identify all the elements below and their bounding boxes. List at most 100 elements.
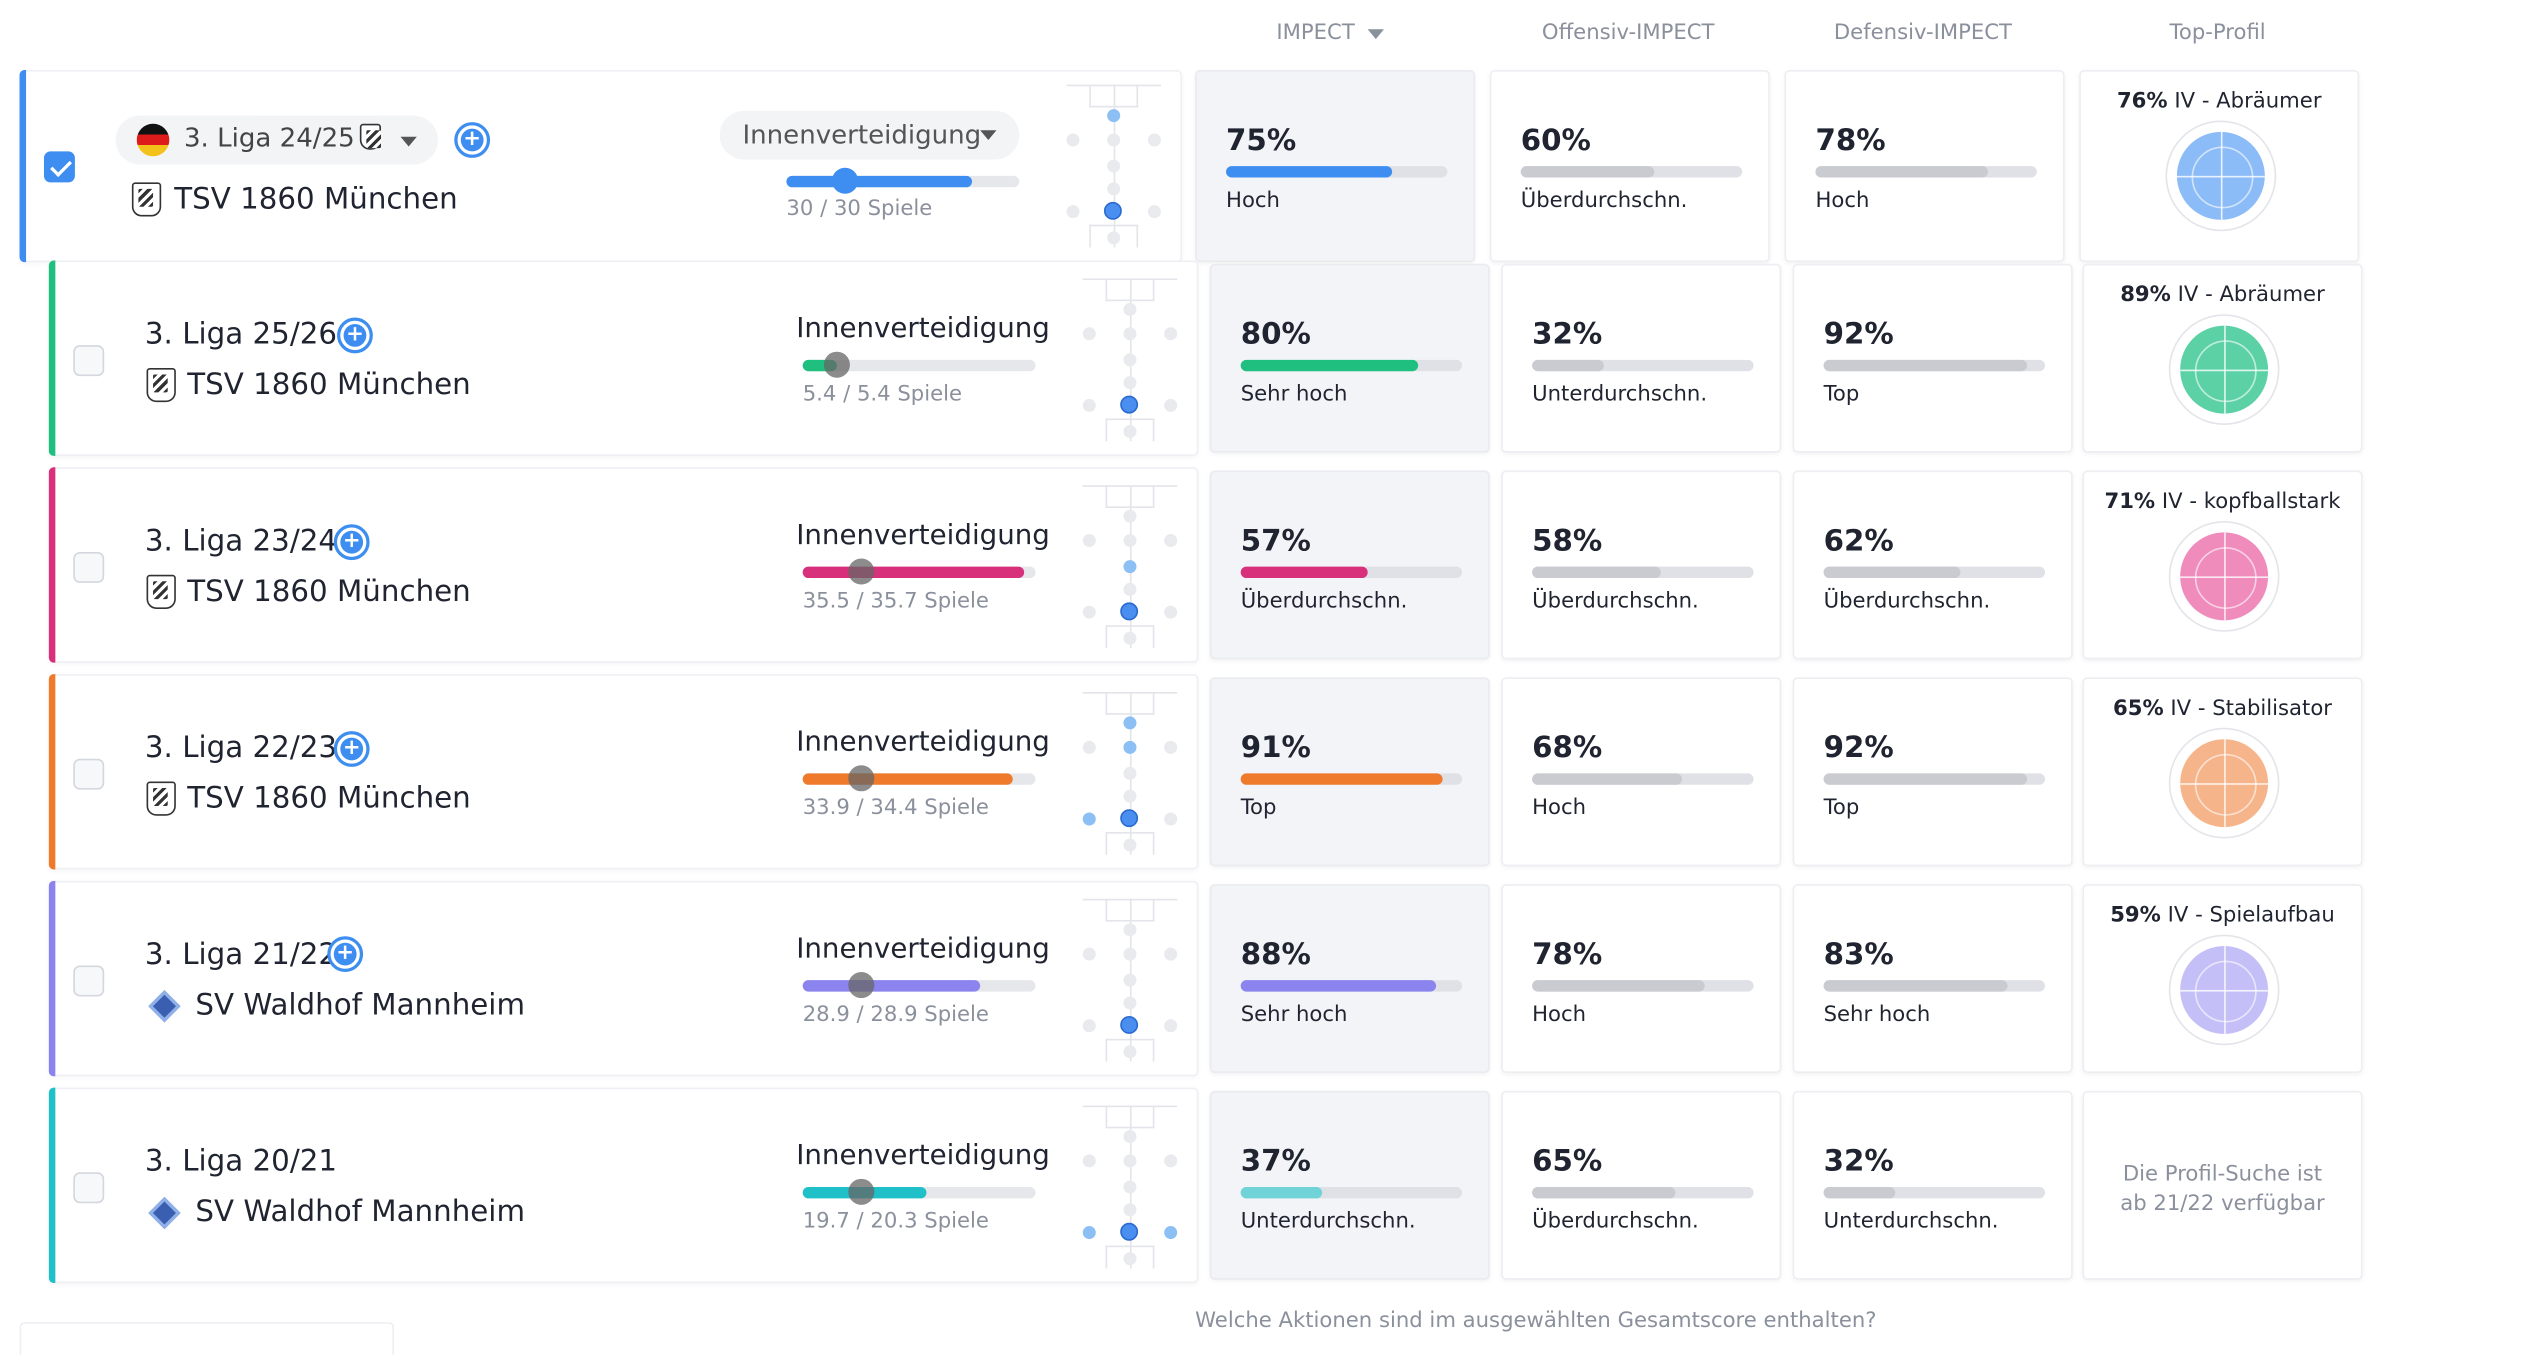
profile-title: 59% IV - Spielaufbau [2110,903,2335,929]
position-label: Innenverteidigung [796,519,1050,552]
profile-card[interactable]: 71% IV - kopfballstark [2082,470,2363,660]
row-accent [48,674,56,870]
defensiv-bar [1823,980,2046,992]
row-checkbox[interactable] [73,965,105,997]
position-label: Innenverteidigung [796,726,1050,759]
profile-radar-icon [2168,934,2280,1046]
impect-level: Überdurchschn. [1240,589,1408,614]
defensiv-card: 92% Top [1792,263,2073,453]
profile-card[interactable]: 65% IV - Stabilisator [2082,677,2363,867]
position-label: Innenverteidigung [796,932,1050,966]
games-bar [802,972,1036,999]
row-checkbox[interactable] [73,551,105,583]
offensiv-level: Hoch [1532,796,1587,821]
impect-level: Sehr hoch [1240,1002,1348,1028]
offensiv-level: Hoch [1532,1002,1587,1028]
profile-card[interactable]: 89% IV - Abräumer [2082,263,2363,453]
position-pitch-icon [1082,691,1178,855]
column-header-impect[interactable]: IMPECT [1192,21,1469,46]
chevron-down-icon [980,130,997,141]
defensiv-value: 62% [1823,524,1894,559]
offensiv-bar [1532,1186,1754,1199]
impect-card: 80% Sehr hoch [1209,263,1490,453]
offensiv-card: 32% Unterdurchschn. [1501,263,1782,453]
tsv-1860-crest-icon [146,781,176,816]
row-checkbox[interactable] [43,151,75,183]
offensiv-value: 58% [1532,524,1603,559]
column-header-profil: Top-Profil [2169,21,2266,46]
profile-radar-icon [2168,521,2280,632]
position-select[interactable]: Innenverteidigung [719,110,1020,160]
games-count: 33.9 / 34.4 Spiele [802,796,989,821]
offensiv-card: 65% Überdurchschn. [1501,1090,1782,1280]
add-season-button[interactable] [454,122,491,158]
row-accent [48,880,56,1077]
add-season-button[interactable] [327,936,364,973]
defensiv-card: 32% Unterdurchschn. [1792,1090,2073,1280]
bottom-panel-edge [19,1322,395,1355]
games-slider-fill [786,175,973,188]
impect-value: 80% [1240,317,1311,352]
offensiv-value: 32% [1532,317,1603,352]
offensiv-card: 60% Überdurchschn. [1489,70,1770,263]
defensiv-level: Sehr hoch [1823,1002,1931,1028]
defensiv-value: 92% [1823,317,1894,352]
position-label: Innenverteidigung [796,1139,1050,1173]
row-accent [48,1087,56,1284]
offensiv-card: 68% Hoch [1501,677,1782,867]
tsv-1860-crest-icon [146,574,176,609]
season-label: 3. Liga 21/22 [144,937,338,973]
defensiv-level: Überdurchschn. [1823,589,1991,614]
impect-bar [1240,773,1463,785]
score-actions-link[interactable]: Welche Aktionen sind im ausgewählten Ges… [1195,1309,1877,1334]
impect-bar [1240,359,1463,372]
add-season-button[interactable] [333,524,370,561]
profile-card[interactable]: 76% IV - Abräumer [2079,70,2360,263]
profile-title: 76% IV - Abräumer [2116,89,2322,114]
profile-unavailable-note: Die Profil-Suche ist ab 21/22 verfügbar [2120,1162,2325,1217]
defensiv-bar [1823,566,2046,579]
club-name: SV Waldhof Mannheim [195,1195,526,1230]
impect-level: Top [1240,796,1277,821]
offensiv-value: 68% [1532,731,1603,766]
season-row: 3. Liga 21/22 SV Waldhof Mannheim Innenv… [48,880,1199,1077]
defensiv-level: Top [1823,796,1860,821]
impect-card: 91% Top [1209,677,1490,867]
impect-bar [1240,1186,1463,1199]
games-count: 30 / 30 Spiele [786,197,933,222]
row-checkbox[interactable] [73,758,105,790]
profile-title: 71% IV - kopfballstark [2104,490,2341,515]
games-bar [802,1178,1036,1205]
defensiv-level: Unterdurchschn. [1823,1209,1999,1235]
sort-caret-icon[interactable] [1367,28,1385,39]
defensiv-value: 32% [1823,1144,1894,1179]
profile-card[interactable]: 59% IV - Spielaufbau [2082,884,2363,1073]
league-select[interactable]: 3. Liga 24/25 [115,115,438,165]
row-checkbox[interactable] [73,1172,105,1204]
impect-bar [1240,566,1463,579]
position-pitch-icon [1066,84,1161,248]
defensiv-card: 62% Überdurchschn. [1792,470,2073,660]
impect-value: 91% [1240,731,1311,766]
season-row: 3. Liga 23/24 TSV 1860 München Innenvert… [48,467,1199,663]
tsv-1860-crest-icon [146,367,176,403]
season-label: 3. Liga 22/23 [144,731,338,766]
offensiv-bar [1532,980,1754,992]
row-accent [19,70,27,263]
offensiv-card: 58% Überdurchschn. [1501,470,1782,660]
add-season-button[interactable] [337,317,373,354]
defensiv-card: 92% Top [1792,677,2073,867]
season-label: 3. Liga 23/24 [144,524,338,559]
tsv-1860-crest-icon [131,182,162,217]
row-checkbox[interactable] [73,345,105,377]
club-name: TSV 1860 München [174,182,458,217]
offensiv-level: Überdurchschn. [1532,589,1699,614]
defensiv-bar [1823,1186,2046,1199]
add-season-button[interactable] [333,731,370,767]
position-pitch-icon [1082,278,1178,442]
season-label: 3. Liga 25/26 [144,317,338,352]
games-slider-handle[interactable] [832,167,859,194]
games-slider[interactable] [786,167,1020,194]
games-bar [802,558,1036,585]
